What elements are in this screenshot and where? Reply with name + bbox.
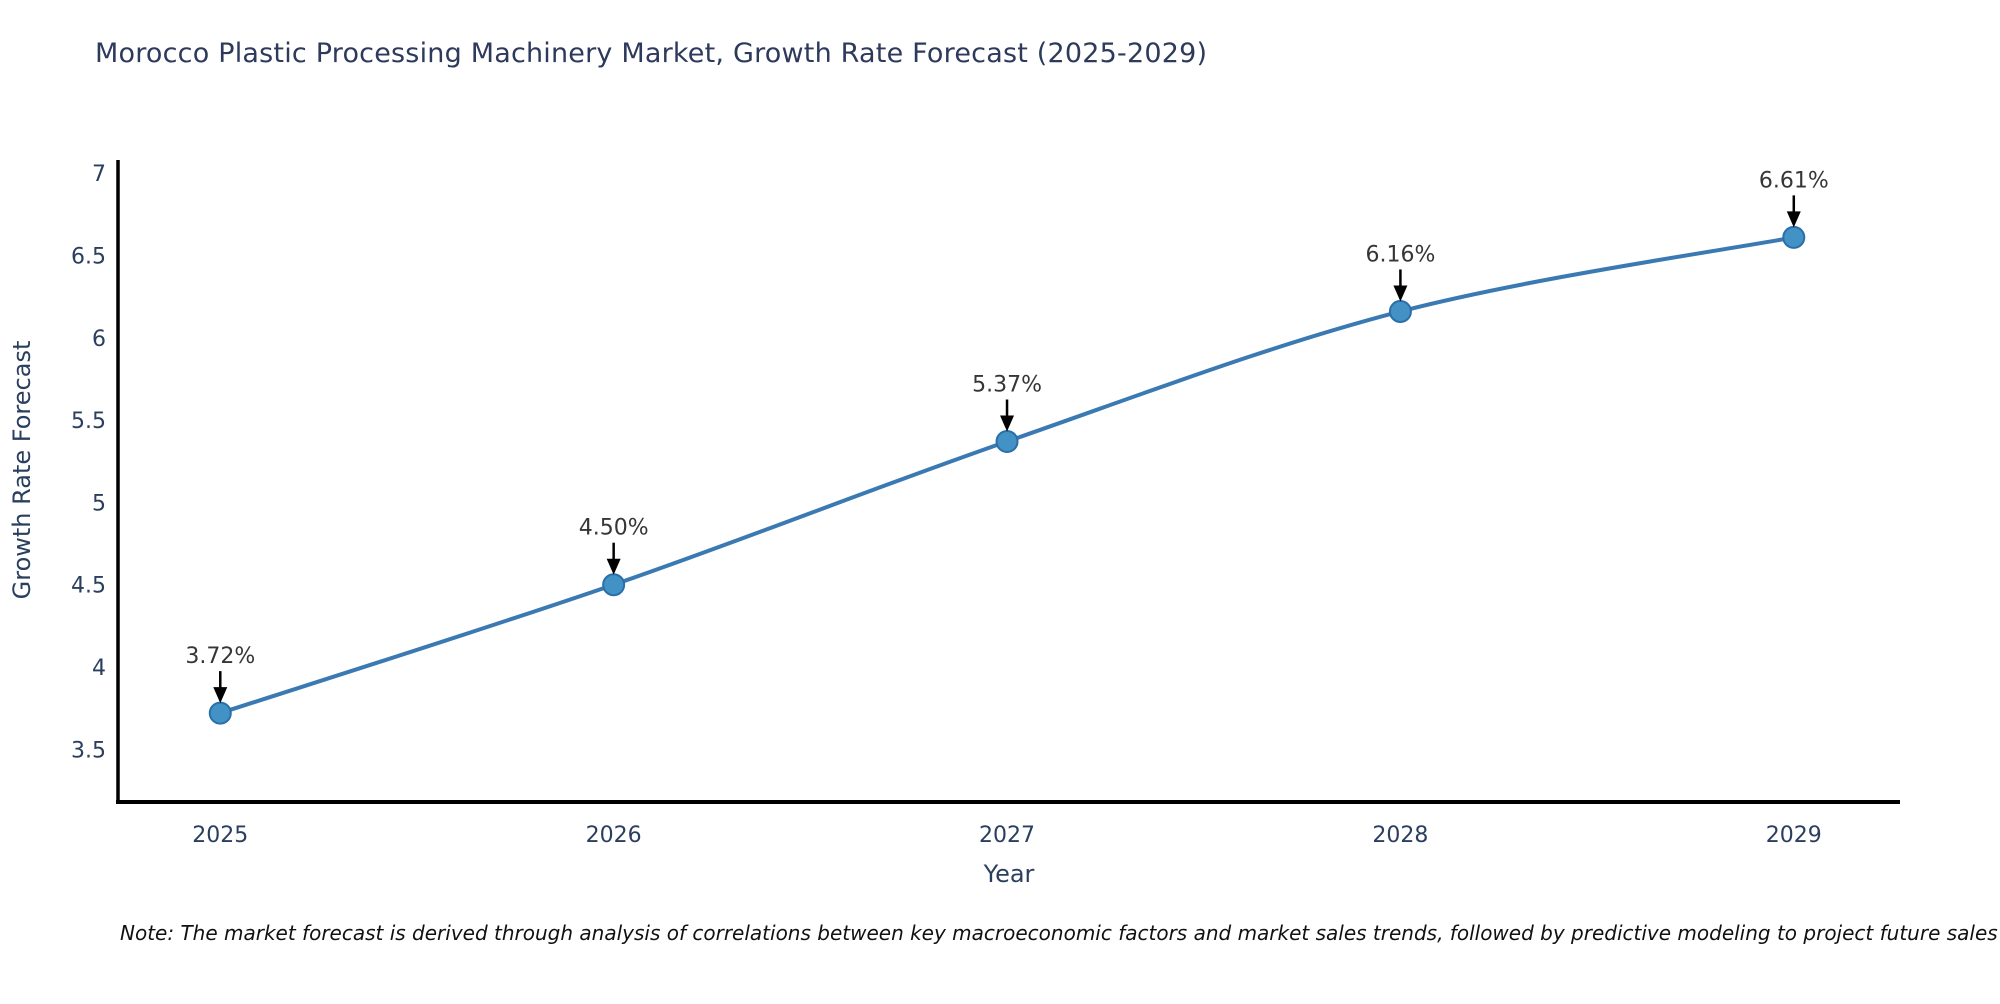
annotation-arrowhead <box>213 687 228 704</box>
x-tick-label: 2028 <box>1372 823 1428 848</box>
data-point-annotation: 3.72% <box>185 644 255 669</box>
annotation-arrowhead <box>1000 415 1015 432</box>
data-point-annotation: 4.50% <box>579 516 649 541</box>
chart-title: Morocco Plastic Processing Machinery Mar… <box>95 38 1208 69</box>
x-tick-label: 2029 <box>1766 823 1822 848</box>
y-tick-label: 4.5 <box>71 574 106 599</box>
data-point-marker <box>1388 299 1412 323</box>
annotation-arrowhead <box>606 558 621 575</box>
line-series <box>218 235 1796 716</box>
y-tick-label: 6.5 <box>71 244 106 269</box>
y-tick-label: 3.5 <box>71 738 106 763</box>
y-tick-label: 5.5 <box>71 409 106 434</box>
data-point-marker <box>208 701 232 725</box>
x-tick-label: 2025 <box>192 823 248 848</box>
x-tick-label: 2027 <box>979 823 1035 848</box>
y-tick-label: 7 <box>92 162 106 187</box>
data-point-annotation: 5.37% <box>972 372 1042 397</box>
y-axis-label: Growth Rate Forecast <box>8 341 36 600</box>
data-point-marker <box>995 429 1019 453</box>
data-point-marker <box>1782 225 1806 249</box>
y-tick-label: 4 <box>92 656 106 681</box>
data-point-annotation: 6.16% <box>1365 242 1435 267</box>
data-point-marker <box>602 573 626 597</box>
y-tick-label: 5 <box>92 491 106 516</box>
x-tick-label: 2026 <box>586 823 642 848</box>
y-tick-label: 6 <box>92 327 106 352</box>
annotation-arrowhead <box>1393 285 1408 302</box>
data-point-annotation: 6.61% <box>1759 168 1829 193</box>
x-axis-label: Year <box>983 860 1035 888</box>
annotation-arrowhead <box>1786 211 1801 228</box>
footnote: Note: The market forecast is derived thr… <box>120 921 1998 945</box>
